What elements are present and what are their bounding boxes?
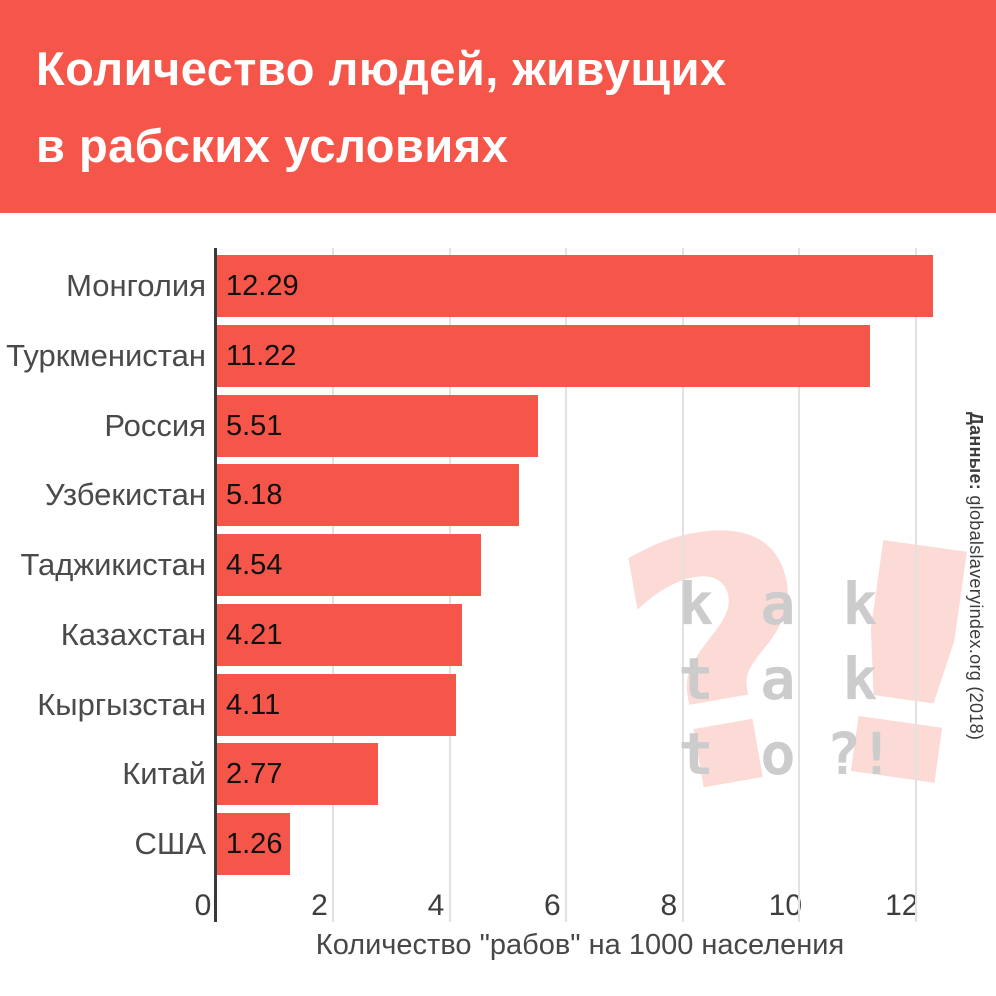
country-label: США <box>134 826 206 861</box>
watermark-letter: a <box>760 570 796 638</box>
bar: 5.51 <box>217 394 538 457</box>
x-gridline <box>565 248 568 922</box>
x-axis-title: Количество "рабов" на 1000 населения <box>315 929 845 961</box>
bar-value-label: 12.29 <box>226 270 299 302</box>
x-tick-label: 2 <box>311 889 328 922</box>
bar-value-label: 5.51 <box>226 409 283 442</box>
bar: 1.26 <box>217 813 291 875</box>
data-source-note: Данные: globalslaveryindex.org (2018) <box>965 412 986 772</box>
plot-area: ? ! k a k t a k t o?! 12.29 11.22 5.51 5.18 4.54 4.2… <box>214 248 996 922</box>
page-title-line2: в рабских условиях <box>36 119 509 172</box>
page-title-line1: Количество людей, живущих <box>36 42 727 95</box>
country-label: Таджикистан <box>20 547 206 582</box>
bar: 4.11 <box>217 673 457 736</box>
bar: 2.77 <box>217 743 379 806</box>
bar-value-label: 4.21 <box>226 618 283 651</box>
watermark-letter: t <box>678 645 714 713</box>
bar: 4.54 <box>217 534 482 596</box>
bar-value-label: 5.18 <box>226 479 283 512</box>
bar-value-label: 11.22 <box>226 339 297 372</box>
bar-value-label: 2.77 <box>226 758 283 791</box>
y-axis-line <box>214 248 217 922</box>
country-label: Китай <box>122 756 206 792</box>
x-gridline <box>914 248 917 922</box>
watermark-letter: t <box>678 720 714 788</box>
country-label: Монголия <box>66 268 206 303</box>
x-tick-label: 12 <box>885 889 919 922</box>
data-source-label: Данные: <box>966 412 986 491</box>
watermark-letter-row: t o?! <box>654 725 914 783</box>
watermark-letter: o <box>760 720 796 788</box>
x-tick-label: 6 <box>544 889 561 922</box>
x-tick-label: 8 <box>660 889 678 922</box>
bar: 12.29 <box>217 255 933 317</box>
header-banner: Количество людей, живущих в рабских усло… <box>0 0 996 213</box>
watermark-letter: k <box>678 570 714 638</box>
x-gridline <box>798 248 801 922</box>
bar-chart: ? ! k a k t a k t o?! 12.29 11.22 5.51 5.18 4.54 4.2… <box>0 213 996 996</box>
country-label: Узбекистан <box>44 477 206 513</box>
page-title: Количество людей, живущих в рабских усло… <box>0 0 996 184</box>
watermark-letter: k <box>842 645 878 713</box>
country-label: Кыргызстан <box>37 686 206 722</box>
watermark-letter: ?! <box>826 720 894 788</box>
x-tick-label: 10 <box>768 889 803 922</box>
country-label: Казахстан <box>60 616 206 652</box>
x-tick-label: 4 <box>427 889 445 922</box>
country-label: Туркменистан <box>6 337 206 373</box>
bar-value-label: 1.26 <box>226 828 283 860</box>
bar-value-label: 4.54 <box>226 549 283 581</box>
bar: 4.21 <box>217 603 463 666</box>
data-source-value: globalslaveryindex.org (2018) <box>966 490 986 741</box>
x-tick-label: 0 <box>194 889 212 922</box>
watermark-letter: a <box>760 645 796 713</box>
bar: 5.18 <box>217 464 519 527</box>
watermark-letter: k <box>842 570 878 638</box>
bar: 11.22 <box>217 324 871 387</box>
country-label: Россия <box>104 407 206 443</box>
bar-value-label: 4.11 <box>226 688 281 721</box>
x-gridline <box>681 248 684 922</box>
